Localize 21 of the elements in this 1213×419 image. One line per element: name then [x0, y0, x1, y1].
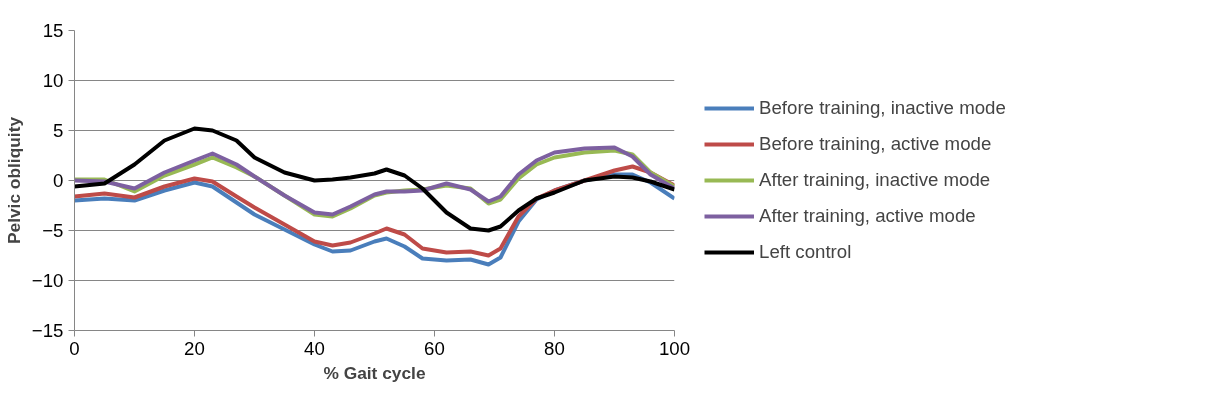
x-axis-title: % Gait cycle [323, 362, 426, 383]
legend-label: After training, active mode [759, 205, 976, 227]
x-tick-label: 80 [544, 337, 565, 359]
x-tick-label: 20 [184, 337, 205, 359]
x-tick-label: 60 [424, 337, 445, 359]
line-series [74, 126, 675, 233]
y-tick-label: 0 [53, 170, 64, 191]
y-tick-label: −10 [31, 270, 64, 291]
y-tick-label: 5 [53, 120, 64, 141]
x-tick-label: 0 [69, 337, 80, 359]
legend-label: Before training, active mode [759, 133, 992, 155]
legend-label: After training, inactive mode [759, 169, 991, 191]
y-tick-label: −15 [31, 320, 64, 341]
y-axis-title: Pelvic obliquity [3, 116, 24, 245]
y-tick-label: 10 [42, 70, 64, 91]
x-tick-label: 40 [304, 337, 325, 359]
legend-label: Left control [759, 241, 852, 263]
legend-label: Before training, inactive mode [759, 97, 1006, 119]
y-tick-label: 15 [42, 20, 64, 41]
y-tick-label: −5 [42, 220, 64, 241]
x-tick-label: 100 [658, 337, 691, 359]
